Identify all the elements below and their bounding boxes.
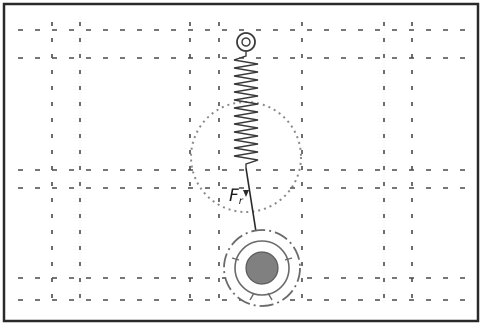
force-arrow-head — [243, 190, 249, 197]
pendulum-ball-icon — [223, 229, 301, 307]
force-label: Fr — [229, 186, 244, 207]
grid-vertical-lines — [51, 22, 413, 310]
spring-anchor-ring-icon — [236, 32, 256, 52]
coil-spring-icon — [233, 51, 259, 168]
ball-ring-ticks — [231, 257, 293, 301]
